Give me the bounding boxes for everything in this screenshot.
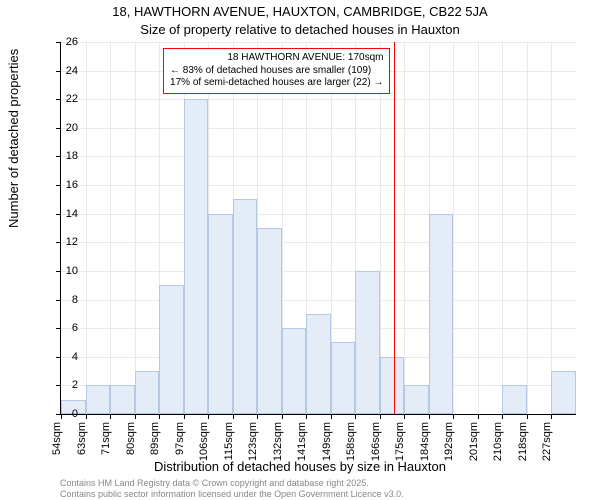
y-tick-label: 18 (48, 150, 78, 162)
histogram-bar (233, 199, 258, 414)
gridline-h (61, 242, 576, 243)
x-tick-mark (159, 414, 160, 419)
histogram-bar (355, 271, 380, 414)
annotation-line-3: 17% of semi-detached houses are larger (… (170, 77, 383, 90)
gridline-v (502, 42, 503, 414)
x-tick-mark (502, 414, 503, 419)
annotation-line-2: ← 83% of detached houses are smaller (10… (170, 65, 383, 78)
histogram-bar (429, 214, 454, 414)
annotation-line-1: 18 HAWTHORN AVENUE: 170sqm (170, 52, 383, 65)
gridline-h (61, 185, 576, 186)
histogram-bar (208, 214, 233, 414)
reference-line (394, 42, 395, 414)
chart-container: 18, HAWTHORN AVENUE, HAUXTON, CAMBRIDGE,… (0, 0, 600, 500)
histogram-bar (135, 371, 160, 414)
gridline-v (453, 42, 454, 414)
y-tick-label: 22 (48, 93, 78, 105)
y-axis-label: Number of detached properties (6, 49, 21, 228)
histogram-bar (110, 385, 135, 414)
histogram-bar (551, 371, 576, 414)
histogram-bar (282, 328, 307, 414)
y-tick-label: 12 (48, 236, 78, 248)
histogram-bar (86, 385, 111, 414)
x-tick-mark (355, 414, 356, 419)
x-tick-mark (527, 414, 528, 419)
x-tick-mark (551, 414, 552, 419)
gridline-h (61, 156, 576, 157)
gridline-v (527, 42, 528, 414)
gridline-v (478, 42, 479, 414)
x-tick-mark (380, 414, 381, 419)
histogram-bar (331, 342, 356, 414)
gridline-v (551, 42, 552, 414)
y-tick-label: 6 (48, 322, 78, 334)
histogram-bar (502, 385, 527, 414)
x-tick-mark (86, 414, 87, 419)
attribution-line-2: Contains public sector information licen… (60, 489, 404, 499)
gridline-h (61, 271, 576, 272)
plot-area: 18 HAWTHORN AVENUE: 170sqm← 83% of detac… (60, 42, 576, 415)
attribution-line-1: Contains HM Land Registry data © Crown c… (60, 478, 369, 488)
x-tick-mark (306, 414, 307, 419)
y-tick-label: 20 (48, 122, 78, 134)
y-tick-label: 14 (48, 208, 78, 220)
y-tick-label: 0 (48, 408, 78, 420)
x-tick-mark (453, 414, 454, 419)
gridline-h (61, 42, 576, 43)
histogram-bar (184, 99, 209, 414)
x-tick-mark (331, 414, 332, 419)
histogram-bar (380, 357, 405, 414)
annotation-box: 18 HAWTHORN AVENUE: 170sqm← 83% of detac… (163, 48, 390, 94)
gridline-v (404, 42, 405, 414)
chart-title-main: 18, HAWTHORN AVENUE, HAUXTON, CAMBRIDGE,… (0, 4, 600, 19)
x-tick-mark (110, 414, 111, 419)
gridline-v (110, 42, 111, 414)
x-tick-mark (404, 414, 405, 419)
gridline-v (135, 42, 136, 414)
gridline-h (61, 128, 576, 129)
gridline-v (86, 42, 87, 414)
histogram-bar (306, 314, 331, 414)
x-tick-mark (135, 414, 136, 419)
gridline-h (61, 300, 576, 301)
x-tick-mark (208, 414, 209, 419)
x-tick-mark (257, 414, 258, 419)
chart-title-sub: Size of property relative to detached ho… (0, 22, 600, 37)
histogram-bar (404, 385, 429, 414)
y-tick-label: 10 (48, 265, 78, 277)
gridline-h (61, 99, 576, 100)
x-tick-mark (478, 414, 479, 419)
y-tick-label: 16 (48, 179, 78, 191)
y-tick-label: 4 (48, 351, 78, 363)
y-tick-label: 24 (48, 65, 78, 77)
x-axis-label: Distribution of detached houses by size … (0, 459, 600, 474)
x-tick-mark (233, 414, 234, 419)
x-tick-mark (184, 414, 185, 419)
histogram-bar (159, 285, 184, 414)
histogram-bar (257, 228, 282, 414)
x-tick-mark (429, 414, 430, 419)
y-tick-label: 2 (48, 379, 78, 391)
gridline-h (61, 214, 576, 215)
y-tick-label: 8 (48, 294, 78, 306)
y-tick-label: 26 (48, 36, 78, 48)
x-tick-mark (282, 414, 283, 419)
